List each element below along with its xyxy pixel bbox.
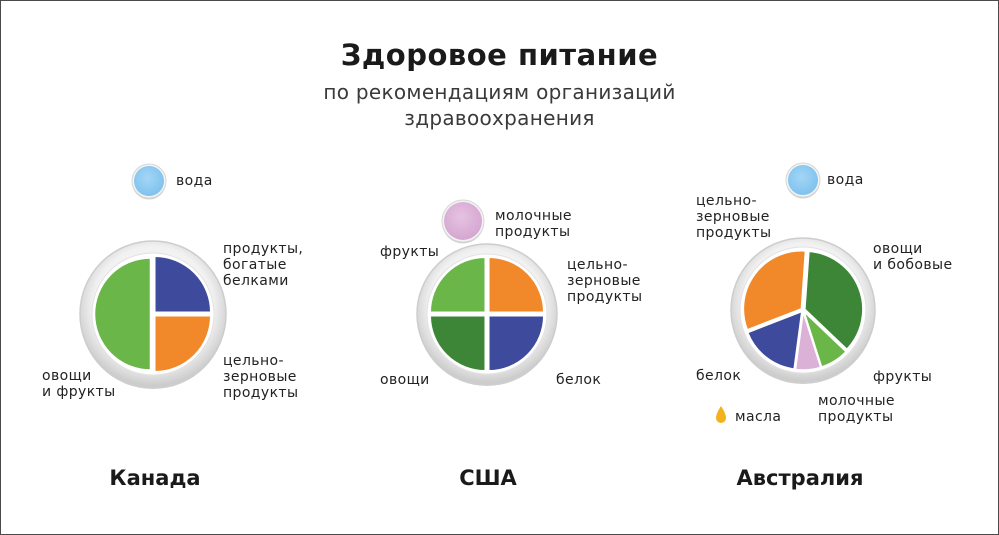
canada-veg-fruit-label: овощи и фрукты (42, 368, 116, 400)
usa-fruits-label: фрукты (380, 244, 440, 260)
australia-slice-молочные-продукты (794, 311, 822, 371)
australia-oil-drop-icon (716, 406, 726, 423)
page-title: Здоровое питание (340, 38, 659, 72)
australia-grains-label: цельно- зерновые продукты (696, 193, 772, 241)
usa-dairy-label: молочные продукты (495, 208, 572, 240)
canada-grains-label: цельно- зерновые продукты (223, 353, 299, 401)
canada-slice-цельно-зерновые-продукты (154, 315, 212, 373)
subtitle-line-1: по рекомендациям организаций (323, 80, 676, 104)
usa-slice-фрукты (429, 256, 486, 313)
usa-grains-label: цельно- зерновые продукты (567, 257, 643, 305)
australia-water-label: вода (827, 172, 864, 188)
australia-slice-белок (746, 310, 803, 370)
subtitle-line-2: здравоохранения (404, 106, 595, 130)
canada-water-label: вода (176, 173, 213, 189)
usa-slice-белок (488, 315, 545, 372)
country-usa: США (459, 466, 517, 490)
usa-vegetables-label: овощи (380, 372, 430, 388)
australia-slice-овощи-и-бобовые (804, 250, 864, 351)
canada-slice-продукты-богатые-белками (154, 255, 212, 313)
usa-plate-well (426, 253, 548, 375)
australia-slice-цельно-зерновые-продукты (742, 250, 807, 331)
australia-fruits-label: фрукты (873, 369, 933, 385)
australia-slice-фрукты (803, 311, 848, 368)
usa-dairy-icon (444, 202, 482, 240)
country-canada: Канада (109, 466, 201, 490)
usa-slice-овощи (429, 315, 486, 372)
australia-water-icon (788, 165, 818, 195)
usa-slice-цельно-зерновые-продукты (488, 256, 545, 313)
canada-water-icon (134, 166, 164, 196)
canada-protein-label: продукты, богатые белками (223, 241, 304, 289)
australia-dairy-label: молочные продукты (818, 393, 895, 425)
country-australia: Австралия (736, 466, 864, 490)
australia-protein-label: белок (696, 368, 742, 384)
usa-protein-label: белок (556, 372, 602, 388)
canada-slice-овощи-и-фрукты (93, 257, 152, 371)
australia-veg-legumes-label: овощи и бобовые (873, 241, 953, 273)
australia-oil-label: масла (735, 409, 782, 425)
